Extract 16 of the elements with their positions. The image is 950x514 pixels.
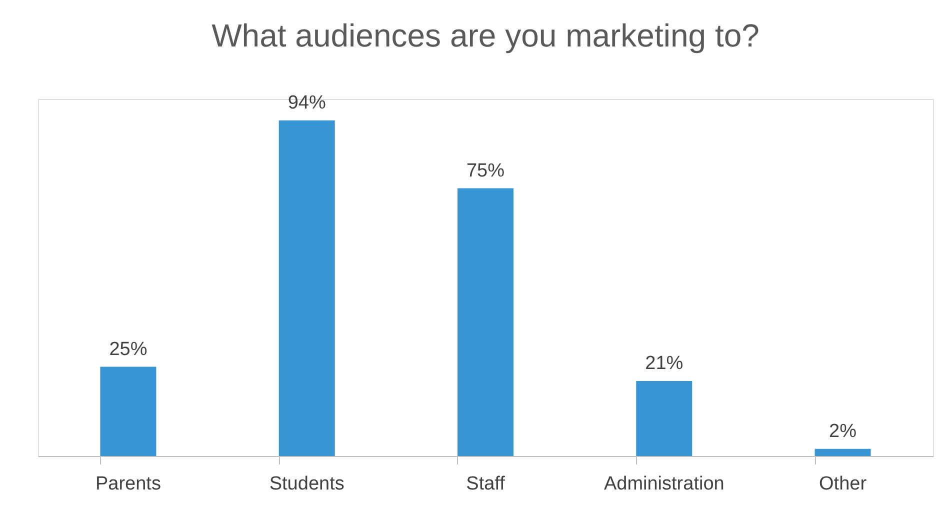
chart-title: What audiences are you marketing to? — [212, 17, 760, 54]
x-tick-label: Staff — [466, 474, 506, 494]
bar — [814, 448, 871, 456]
bar — [636, 381, 692, 456]
bar — [278, 120, 335, 456]
bar — [100, 366, 156, 456]
bar — [458, 188, 514, 456]
x-tick-label: Students — [269, 474, 344, 494]
x-tick-label: Administration — [604, 474, 724, 494]
data-label: 21% — [645, 353, 684, 374]
data-label: 75% — [466, 160, 505, 182]
x-tick-label: Other — [819, 474, 868, 494]
x-tick-label: Parents — [95, 474, 161, 494]
data-label: 25% — [109, 338, 148, 360]
data-label: 2% — [829, 420, 857, 442]
data-label: 94% — [288, 92, 326, 114]
